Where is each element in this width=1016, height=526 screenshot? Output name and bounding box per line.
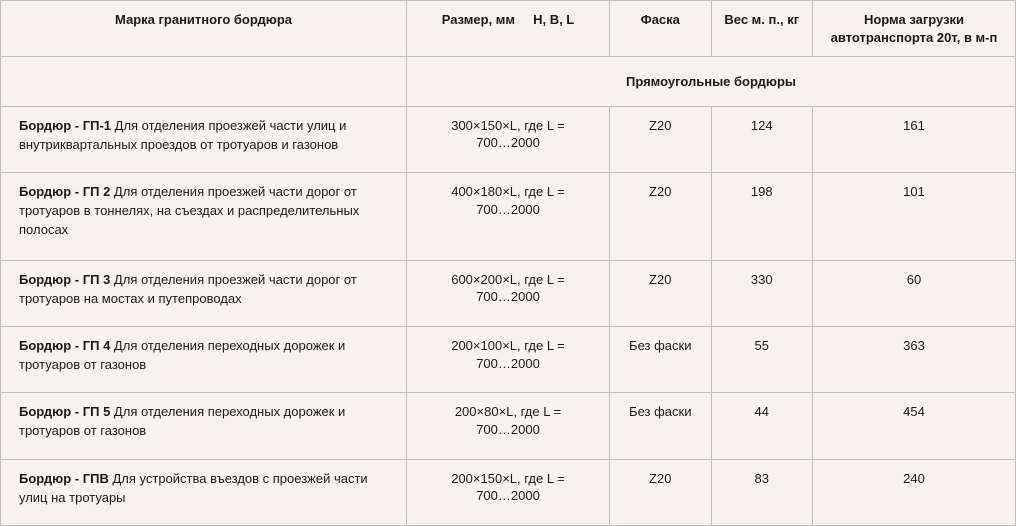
name-bold: Бордюр - ГП-1	[19, 118, 111, 133]
cell-chamfer: Z20	[610, 459, 712, 525]
table-row: Бордюр - ГП-1 Для отделения проезжей час…	[1, 106, 1016, 172]
cell-name: Бордюр - ГПВ Для устройства въездов с пр…	[1, 459, 407, 525]
table-row: Бордюр - ГП 2 Для отделения проезжей час…	[1, 173, 1016, 261]
section-row: Прямоугольные бордюры	[1, 57, 1016, 107]
cell-load: 454	[813, 393, 1016, 459]
cell-weight: 55	[711, 327, 813, 393]
table-row: Бордюр - ГП 3 Для отделения проезжей час…	[1, 260, 1016, 326]
size-line2: 700…2000	[415, 355, 601, 373]
section-title: Прямоугольные бордюры	[407, 57, 1016, 107]
size-line2: 700…2000	[415, 487, 601, 505]
size-line1: 400×180×L, где L =	[451, 184, 565, 199]
cell-weight: 124	[711, 106, 813, 172]
table-row: Бордюр - ГП 4 Для отделения переходных д…	[1, 327, 1016, 393]
col-chamfer: Фаска	[610, 1, 712, 57]
size-line2: 700…2000	[415, 288, 601, 306]
table-row: Бордюр - ГПВ Для устройства въездов с пр…	[1, 459, 1016, 525]
size-line2: 700…2000	[415, 421, 601, 439]
size-line1: 200×80×L, где L =	[455, 404, 561, 419]
section-empty	[1, 57, 407, 107]
cell-size: 200×100×L, где L = 700…2000	[407, 327, 610, 393]
cell-chamfer: Без фаски	[610, 327, 712, 393]
cell-name: Бордюр - ГП 2 Для отделения проезжей час…	[1, 173, 407, 261]
cell-name: Бордюр - ГП 4 Для отделения переходных д…	[1, 327, 407, 393]
size-line1: 600×200×L, где L =	[451, 272, 565, 287]
cell-weight: 198	[711, 173, 813, 261]
cell-size: 300×150×L, где L = 700…2000	[407, 106, 610, 172]
col-size: Размер, мм H, B, L	[407, 1, 610, 57]
granite-curb-table: Марка гранитного бордюра Размер, мм H, B…	[0, 0, 1016, 526]
name-bold: Бордюр - ГП 4	[19, 338, 110, 353]
size-line1: 200×100×L, где L =	[451, 338, 565, 353]
cell-size: 200×150×L, где L = 700…2000	[407, 459, 610, 525]
cell-load: 363	[813, 327, 1016, 393]
header-row: Марка гранитного бордюра Размер, мм H, B…	[1, 1, 1016, 57]
cell-chamfer: Z20	[610, 106, 712, 172]
name-bold: Бордюр - ГПВ	[19, 471, 109, 486]
size-line2: 700…2000	[415, 201, 601, 219]
cell-load: 60	[813, 260, 1016, 326]
table-row: Бордюр - ГП 5 Для отделения переходных д…	[1, 393, 1016, 459]
cell-chamfer: Z20	[610, 260, 712, 326]
cell-size: 600×200×L, где L = 700…2000	[407, 260, 610, 326]
cell-name: Бордюр - ГП-1 Для отделения проезжей час…	[1, 106, 407, 172]
size-line1: 300×150×L, где L =	[451, 118, 565, 133]
size-line1: 200×150×L, где L =	[451, 471, 565, 486]
cell-chamfer: Без фаски	[610, 393, 712, 459]
cell-load: 101	[813, 173, 1016, 261]
cell-chamfer: Z20	[610, 173, 712, 261]
cell-name: Бордюр - ГП 3 Для отделения проезжей час…	[1, 260, 407, 326]
cell-name: Бордюр - ГП 5 Для отделения переходных д…	[1, 393, 407, 459]
cell-size: 400×180×L, где L = 700…2000	[407, 173, 610, 261]
cell-size: 200×80×L, где L = 700…2000	[407, 393, 610, 459]
name-bold: Бордюр - ГП 5	[19, 404, 110, 419]
name-bold: Бордюр - ГП 3	[19, 272, 110, 287]
cell-load: 161	[813, 106, 1016, 172]
size-line2: 700…2000	[415, 134, 601, 152]
cell-weight: 330	[711, 260, 813, 326]
cell-weight: 83	[711, 459, 813, 525]
col-weight: Вес м. п., кг	[711, 1, 813, 57]
cell-weight: 44	[711, 393, 813, 459]
col-brand: Марка гранитного бордюра	[1, 1, 407, 57]
col-load: Норма загрузки автотранспорта 20т, в м-п	[813, 1, 1016, 57]
name-bold: Бордюр - ГП 2	[19, 184, 110, 199]
cell-load: 240	[813, 459, 1016, 525]
